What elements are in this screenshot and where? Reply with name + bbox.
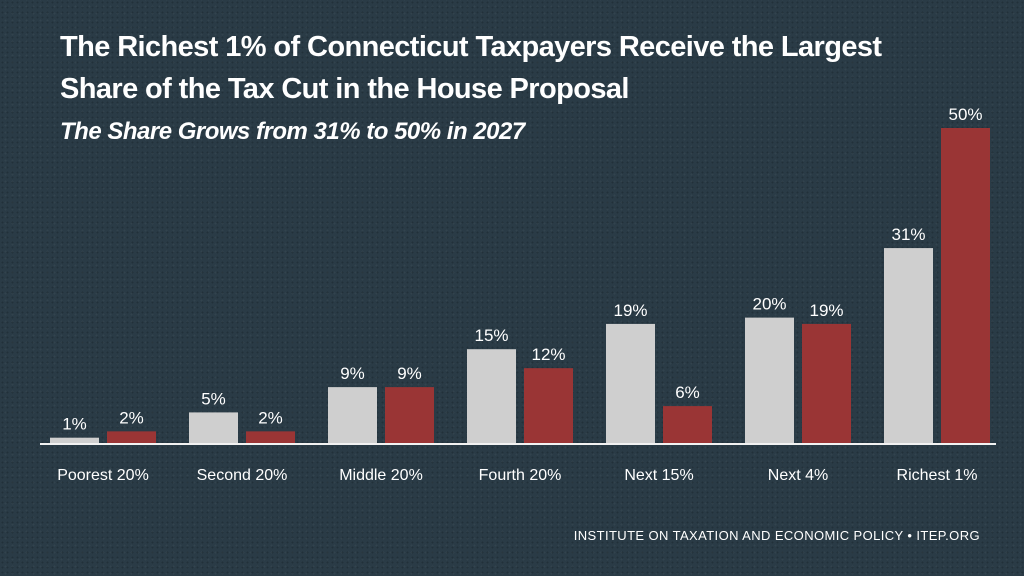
category-label-richest-1pct: Richest 1% <box>897 467 978 484</box>
value-label-richest-1pct-series-2: 50% <box>948 105 982 124</box>
bar-second-20pct-series-2 <box>246 431 295 444</box>
value-label-second-20pct-series-1: 5% <box>201 389 226 408</box>
chart-subtitle: The Share Grows from 31% to 50% in 2027 <box>60 118 525 145</box>
value-label-fourth-20pct-series-1: 15% <box>474 326 508 345</box>
category-label-second-20pct: Second 20% <box>197 467 288 484</box>
category-label-middle-20pct: Middle 20% <box>339 467 423 484</box>
value-label-poorest-20pct-series-2: 2% <box>119 408 144 427</box>
value-label-richest-1pct-series-1: 31% <box>891 225 925 244</box>
bar-poorest-20pct-series-1 <box>50 437 99 444</box>
category-labels-group: Poorest 20% Second 20% Middle 20% Fourth 20… <box>57 467 977 484</box>
value-label-middle-20pct-series-1: 9% <box>340 364 365 383</box>
value-label-next-4pct-series-1: 20% <box>752 295 786 314</box>
bar-next-4pct-series-2 <box>802 323 851 444</box>
bar-fourth-20pct-series-2 <box>524 368 573 444</box>
category-label-next-4pct: Next 4% <box>768 467 828 484</box>
source-credit: INSTITUTE ON TAXATION AND ECONOMIC POLIC… <box>573 528 980 543</box>
category-label-fourth-20pct: Fourth 20% <box>479 467 562 484</box>
bar-richest-1pct-series-1 <box>884 248 933 444</box>
bar-middle-20pct-series-2 <box>385 387 434 444</box>
value-label-fourth-20pct-series-2: 12% <box>531 345 565 364</box>
value-label-next-15pct-series-2: 6% <box>675 383 700 402</box>
value-label-second-20pct-series-2: 2% <box>258 408 283 427</box>
value-label-middle-20pct-series-2: 9% <box>397 364 422 383</box>
bar-next-4pct-series-1 <box>745 317 794 444</box>
bar-poorest-20pct-series-2 <box>107 431 156 444</box>
bar-middle-20pct-series-1 <box>328 387 377 444</box>
bar-second-20pct-series-1 <box>189 412 238 444</box>
bars-group <box>50 128 990 444</box>
value-labels-group: 1% 2% 5% 2% 9% 9% 15% 12% 19% 6% 20% 19% 31% 50% <box>62 105 982 434</box>
category-label-poorest-20pct: Poorest 20% <box>57 467 149 484</box>
bar-next-15pct-series-2 <box>663 406 712 444</box>
bar-richest-1pct-series-2 <box>941 128 990 444</box>
value-label-poorest-20pct-series-1: 1% <box>62 415 87 434</box>
bar-next-15pct-series-1 <box>606 323 655 444</box>
chart-title: The Richest 1% of Connecticut Taxpayers … <box>60 31 882 105</box>
bar-fourth-20pct-series-1 <box>467 349 516 444</box>
category-label-next-15pct: Next 15% <box>624 467 693 484</box>
value-label-next-15pct-series-1: 19% <box>613 301 647 320</box>
value-label-next-4pct-series-2: 19% <box>809 301 843 320</box>
